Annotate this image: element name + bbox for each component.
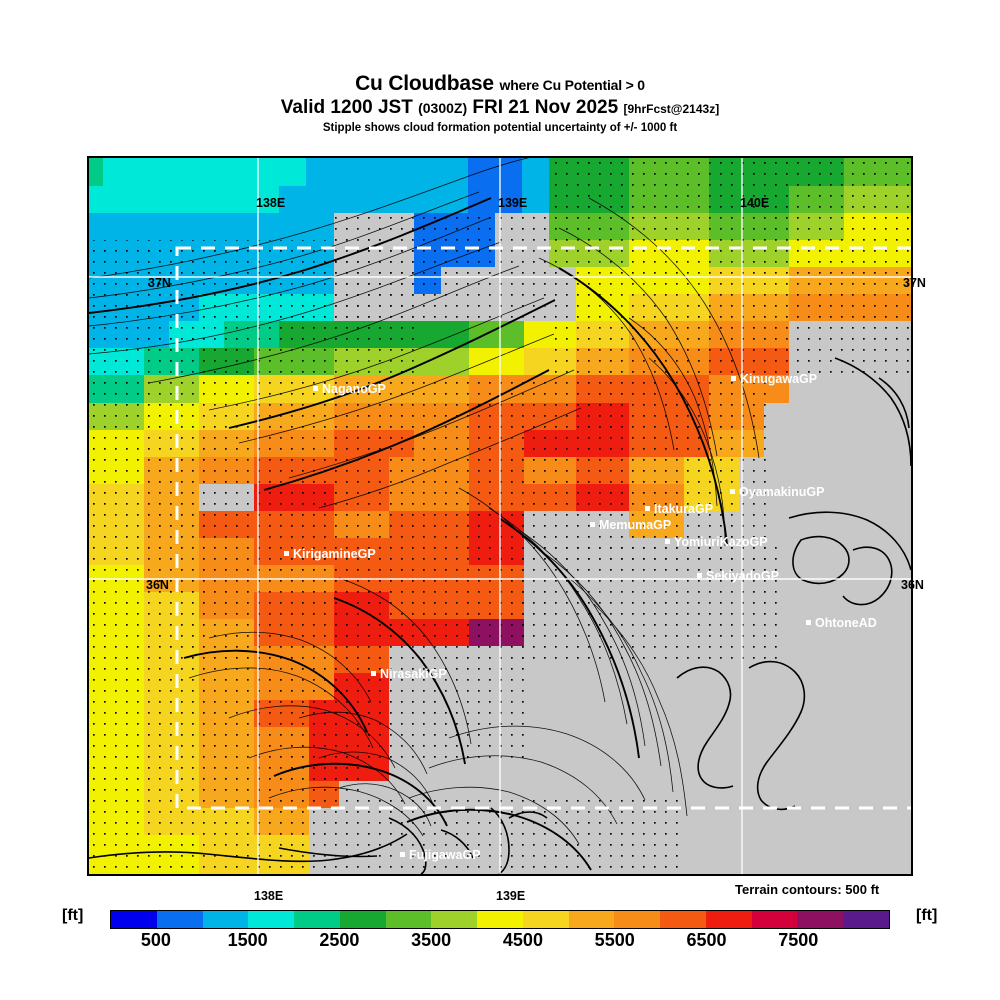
colorbar-segment-1 (156, 911, 203, 928)
colorbar-unit-left: [ft] (62, 907, 84, 924)
lon-label-140e-top: 140E (740, 196, 770, 210)
chart-title: Cu Cloudbase where Cu Potential > 0 (0, 72, 1000, 97)
colorbar-segment-14 (751, 911, 798, 928)
station-label: FujigawaGP (409, 848, 481, 862)
station-itakura-gp[interactable]: ItakuraGP (645, 503, 713, 516)
lon-label-139e-top: 139E (498, 196, 528, 210)
station-memuma-gp[interactable]: MemumaGP (590, 519, 671, 532)
colorbar-segment-11 (614, 911, 661, 928)
station-sekiyado-gp[interactable]: SekiyadoGP (697, 570, 779, 583)
colorbar-tick-7500: 7500 (778, 930, 819, 950)
lon-label-138e-bottom: 138E (254, 889, 284, 903)
station-label: NirasakiGP (380, 667, 447, 681)
valid-time-label: Valid 1200 JST (280, 97, 413, 118)
station-label: MemumaGP (599, 518, 672, 532)
colorbar-tick-labels: 500 1500 2500 3500 4500 5500 6500 7500 (110, 930, 890, 956)
station-marker-icon (590, 522, 595, 527)
station-marker-icon (731, 376, 736, 381)
station-label: KirigamineGP (293, 547, 376, 561)
stipple-note: Stipple shows cloud formation potential … (322, 122, 678, 134)
station-label: YomiuriKazoGP (674, 535, 768, 549)
station-label: SekiyadoGP (706, 569, 779, 583)
colorbar-segment-3 (248, 911, 295, 928)
colorbar-tick-6500: 6500 (686, 930, 727, 950)
station-marker-icon (806, 620, 811, 625)
colorbar-segment-15 (797, 911, 844, 928)
colorbar-segment-12 (660, 911, 706, 928)
chart-valid-time: Valid 1200 JST (0300Z) FRI 21 Nov 2025 [… (0, 97, 1000, 120)
colorbar-legend: [ft] [ft] 500 1500 2500 3500 4500 5500 6500 750… (0, 905, 1000, 960)
station-ohtone-ad[interactable]: OhtoneAD (806, 617, 877, 630)
terrain-contour-note: Terrain contours: 500 ft (735, 882, 880, 897)
colorbar-tick-3500: 3500 (411, 930, 452, 950)
valid-time-utc: (0300Z) (418, 100, 468, 116)
colorbar-gradient[interactable] (110, 910, 890, 929)
station-oyamakinu-gp[interactable]: OyamakinuGP (730, 486, 824, 499)
station-marker-icon (697, 573, 702, 578)
colorbar-segment-6 (385, 911, 432, 928)
colorbar-segment-10 (568, 911, 615, 928)
colorbar-tick-1500: 1500 (227, 930, 268, 950)
chart-title-condition: where Cu Potential > 0 (499, 77, 646, 93)
station-marker-icon (730, 489, 735, 494)
station-marker-icon (371, 671, 376, 676)
chart-title-main: Cu Cloudbase (355, 72, 494, 95)
colorbar-segment-16 (843, 911, 890, 928)
lon-label-138e-top: 138E (256, 196, 286, 210)
station-yomiurikazo-gp[interactable]: YomiuriKazoGP (665, 536, 768, 549)
station-kirigamine-gp[interactable]: KirigamineGP (284, 548, 376, 561)
colorbar-segment-0 (111, 911, 157, 928)
colorbar-segment-8 (477, 911, 523, 928)
lat-label-37n-right: 37N (903, 276, 926, 290)
station-marker-icon (400, 852, 405, 857)
lat-label-36n-right: 36N (901, 578, 924, 592)
colorbar-tick-500: 500 (140, 930, 171, 950)
colorbar-segment-5 (339, 911, 386, 928)
title-block: Cu Cloudbase where Cu Potential > 0 Vali… (0, 72, 1000, 136)
forecast-map[interactable] (87, 156, 913, 876)
station-label: OhtoneAD (815, 616, 877, 630)
colorbar-segment-2 (202, 911, 249, 928)
colorbar-tick-2500: 2500 (319, 930, 360, 950)
station-marker-icon (645, 506, 650, 511)
colorbar-tick-4500: 4500 (502, 930, 543, 950)
colorbar-segment-7 (431, 911, 478, 928)
lon-label-139e-bottom: 139E (496, 889, 526, 903)
valid-date: FRI 21 Nov 2025 (472, 97, 619, 118)
colorbar-segment-9 (522, 911, 569, 928)
forecast-stamp: [9hrFcst@2143z] (623, 102, 720, 116)
colorbar-tick-5500: 5500 (594, 930, 635, 950)
station-label: NaganoGP (322, 382, 386, 396)
map-field-svg (89, 158, 911, 874)
colorbar-segment-4 (294, 911, 340, 928)
lat-label-36n-left: 36N (146, 578, 169, 592)
station-nagano-gp[interactable]: NaganoGP (313, 383, 386, 396)
station-marker-icon (284, 551, 289, 556)
station-fujigawa-gp[interactable]: FujigawaGP (400, 849, 481, 862)
station-marker-icon (313, 386, 318, 391)
colorbar-unit-right: [ft] (916, 907, 938, 924)
station-kinugawa-gp[interactable]: KinugawaGP (731, 373, 817, 386)
station-label: KinugawaGP (740, 372, 818, 386)
station-label: OyamakinuGP (739, 485, 825, 499)
station-marker-icon (665, 539, 670, 544)
station-label: ItakuraGP (654, 502, 714, 516)
colorbar-segment-13 (705, 911, 752, 928)
map-canvas (89, 158, 911, 874)
lat-label-37n-left: 37N (148, 276, 171, 290)
station-nirasaki-gp[interactable]: NirasakiGP (371, 668, 447, 681)
